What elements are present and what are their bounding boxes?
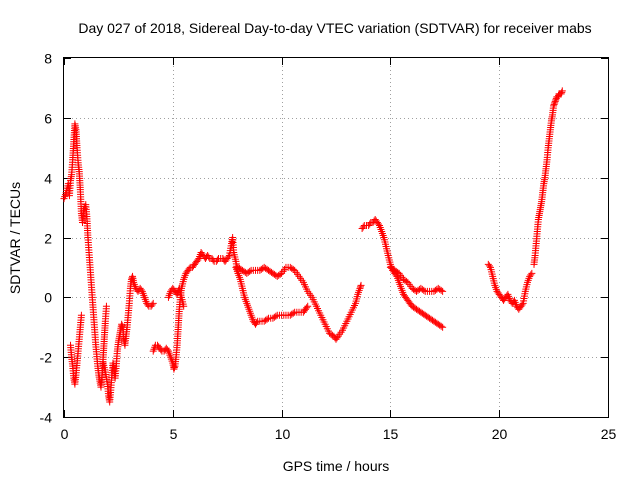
data-point	[137, 286, 145, 294]
y-tick-label: 8	[44, 51, 52, 67]
data-point	[102, 302, 110, 310]
data-point	[213, 256, 221, 264]
data-point	[194, 256, 202, 264]
data-point	[551, 97, 559, 105]
y-tick-label: 2	[44, 231, 52, 247]
data-point	[439, 323, 447, 331]
grid-lines	[64, 58, 608, 417]
y-tick-label: -2	[40, 350, 53, 366]
data-point	[356, 283, 364, 291]
data-point	[149, 299, 157, 307]
data-point	[272, 312, 280, 320]
y-tick-label: 6	[44, 111, 52, 127]
data-point	[263, 315, 271, 323]
data-point	[224, 253, 232, 261]
tick-labels: 0 5 10 15 20 25 -4 -2 0 2 4 6 8	[40, 51, 617, 443]
data-point	[276, 270, 284, 278]
data-point	[374, 220, 382, 228]
x-tick-label: 15	[383, 426, 399, 442]
data-point	[518, 301, 526, 309]
data-point	[420, 286, 428, 294]
data-point	[557, 90, 565, 98]
data-point	[528, 269, 536, 277]
data-point	[366, 220, 374, 228]
data-point	[551, 99, 559, 107]
data-point	[170, 365, 178, 373]
data-point	[558, 87, 566, 95]
data-point	[246, 267, 254, 275]
data-point	[394, 268, 402, 276]
data-point	[550, 100, 558, 108]
data-point	[289, 265, 297, 273]
data-point	[357, 281, 365, 289]
x-tick-label: 20	[492, 426, 508, 442]
y-tick-label: 4	[44, 171, 52, 187]
chart-title: Day 027 of 2018, Sidereal Day-to-day VTE…	[78, 20, 591, 36]
x-tick-label: 5	[170, 426, 178, 442]
data-point	[485, 262, 493, 270]
data-point	[148, 301, 156, 309]
axis-ticks	[64, 58, 609, 418]
data-point	[77, 311, 85, 319]
data-point	[205, 253, 213, 261]
data-point	[118, 320, 126, 328]
data-point	[304, 302, 312, 310]
data-point	[253, 319, 261, 327]
x-tick-label: 0	[61, 426, 69, 442]
data-point	[163, 346, 171, 354]
x-tick-label: 25	[601, 426, 617, 442]
y-tick-label: -4	[40, 410, 53, 426]
data-point	[359, 223, 367, 231]
x-tick-label: 10	[275, 426, 291, 442]
data-point	[356, 284, 364, 292]
data-point	[550, 102, 558, 110]
y-tick-label: 0	[44, 290, 52, 306]
data-point	[180, 302, 188, 310]
plot-frame	[63, 57, 609, 418]
data-point	[118, 322, 126, 330]
x-axis-label: GPS time / hours	[283, 458, 390, 474]
data-point	[402, 277, 410, 285]
data-point	[437, 286, 445, 294]
data-point	[185, 265, 193, 273]
data-point	[289, 309, 297, 317]
y-axis-label: SDTVAR / TECUs	[7, 182, 23, 294]
data-point	[437, 322, 445, 330]
data-point	[439, 287, 447, 295]
data-points	[60, 87, 566, 406]
data-point	[527, 271, 535, 279]
data-point	[558, 88, 566, 96]
data-point	[303, 304, 311, 312]
data-point	[170, 364, 178, 372]
